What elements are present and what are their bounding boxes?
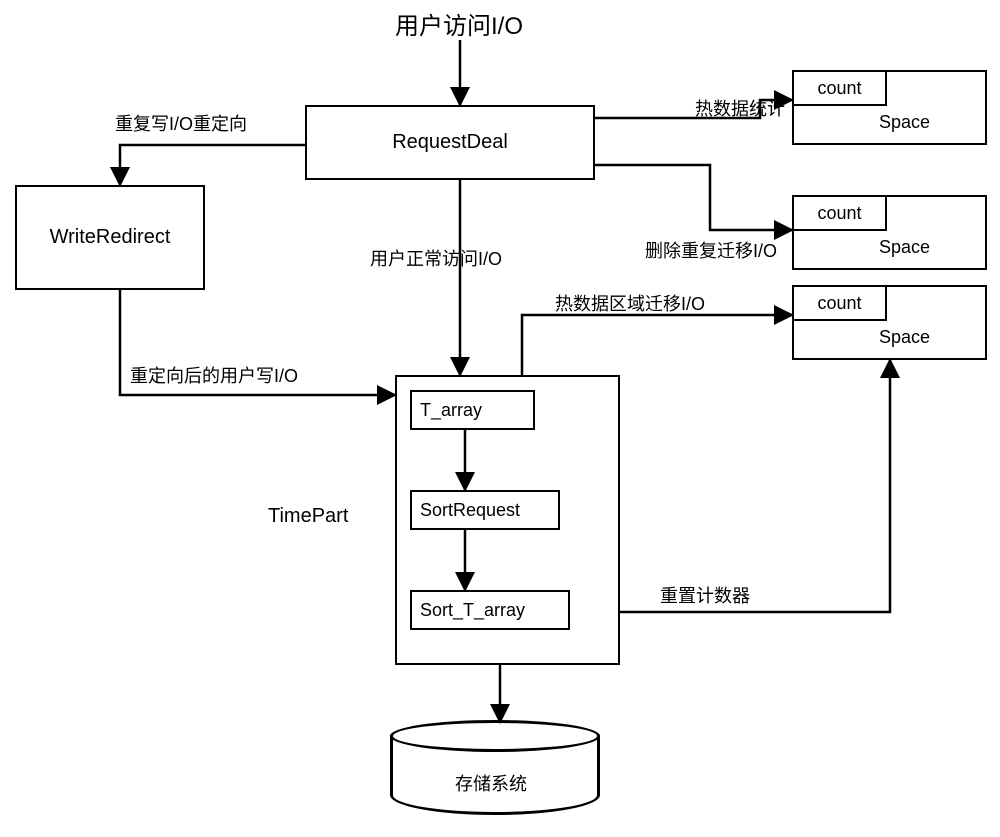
count-cell-3: count bbox=[792, 285, 887, 321]
request-deal-text: RequestDeal bbox=[392, 131, 508, 154]
write-redirect-text: WriteRedirect bbox=[50, 226, 171, 249]
edge-request-write bbox=[120, 145, 305, 185]
space-box-2: count Space bbox=[792, 195, 987, 270]
t-array-box: T_array bbox=[410, 390, 535, 430]
space-box-3: count Space bbox=[792, 285, 987, 360]
title-label: 用户访问I/O bbox=[395, 6, 523, 41]
edge-label-rewrite: 重复写I/O重定向 bbox=[115, 110, 247, 136]
edge-label-redirected: 重定向后的用户写I/O bbox=[130, 362, 298, 388]
sort-t-array-text: Sort_T_array bbox=[420, 600, 525, 621]
count-text-2: count bbox=[817, 203, 861, 224]
t-array-text: T_array bbox=[420, 400, 482, 421]
count-cell-1: count bbox=[792, 70, 887, 106]
cylinder-top bbox=[390, 720, 600, 752]
diagram-canvas: 用户访问I/O RequestDeal WriteRedirect T_arra… bbox=[0, 0, 1000, 837]
sort-request-text: SortRequest bbox=[420, 500, 520, 521]
edge-request-space2 bbox=[595, 165, 792, 230]
edge-timepart-space3 bbox=[522, 315, 792, 375]
request-deal-box: RequestDeal bbox=[305, 105, 595, 180]
cylinder-text: 存储系统 bbox=[455, 770, 527, 796]
space-box-1: count Space bbox=[792, 70, 987, 145]
sort-request-box: SortRequest bbox=[410, 490, 560, 530]
edge-label-hotstat: 热数据统计 bbox=[695, 95, 785, 121]
edge-sortt-reset bbox=[620, 360, 890, 612]
sort-t-array-box: Sort_T_array bbox=[410, 590, 570, 630]
write-redirect-box: WriteRedirect bbox=[15, 185, 205, 290]
edge-label-reset: 重置计数器 bbox=[660, 582, 750, 608]
edge-label-delete: 删除重复迁移I/O bbox=[645, 237, 777, 263]
space-text-2: Space bbox=[879, 237, 930, 258]
count-cell-2: count bbox=[792, 195, 887, 231]
count-text-3: count bbox=[817, 293, 861, 314]
timepart-label: TimePart bbox=[268, 505, 348, 528]
space-text-3: Space bbox=[879, 327, 930, 348]
space-text-1: Space bbox=[879, 112, 930, 133]
edge-label-hotregion: 热数据区域迁移I/O bbox=[555, 290, 705, 316]
edge-label-normal: 用户正常访问I/O bbox=[370, 245, 502, 271]
count-text-1: count bbox=[817, 78, 861, 99]
